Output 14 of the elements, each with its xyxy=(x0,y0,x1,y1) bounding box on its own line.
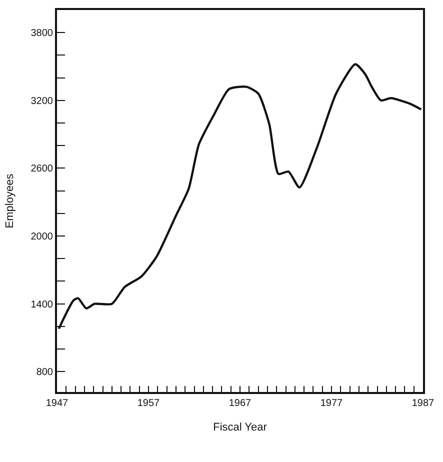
x-tick-label: 1957 xyxy=(137,398,160,409)
y-tick-label: 3200 xyxy=(30,96,54,107)
x-axis-title: Fiscal Year xyxy=(213,422,268,434)
y-tick-label: 800 xyxy=(36,367,54,378)
y-tick-label: 2000 xyxy=(30,232,54,243)
y-tick-label: 3800 xyxy=(30,28,54,40)
x-tick-label: 1947 xyxy=(46,398,69,409)
x-tick-label: 1967 xyxy=(228,398,252,409)
line-series xyxy=(58,63,422,330)
x-tick-label: 1987 xyxy=(412,398,435,409)
y-tick-label: 1400 xyxy=(30,299,54,310)
y-tick-label: 2600 xyxy=(30,164,54,175)
y-axis-title: Employees xyxy=(4,173,16,228)
x-tick-label: 1977 xyxy=(320,398,344,409)
